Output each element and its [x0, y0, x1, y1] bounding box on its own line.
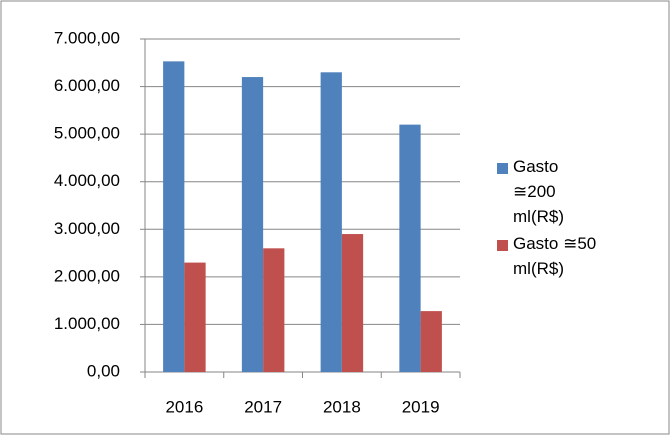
- bar: [263, 248, 285, 372]
- bar: [241, 77, 264, 373]
- y-tick-label: 3.000,00: [54, 219, 120, 238]
- legend-item: Gasto ≅200 ml(R$): [497, 157, 603, 229]
- legend-label: Gasto ≅200 ml(R$): [513, 157, 564, 226]
- bar: [341, 234, 364, 372]
- y-tick-label: 1.000,00: [54, 314, 120, 333]
- legend-item: Gasto ≅50 ml(R$): [497, 234, 603, 281]
- bar: [184, 262, 206, 372]
- bar: [163, 61, 185, 372]
- legend-swatch: [497, 240, 508, 251]
- bar: [320, 72, 342, 373]
- x-tick-label: 2016: [165, 397, 203, 416]
- y-tick-label: 5.000,00: [54, 124, 120, 143]
- x-tick-label: 2019: [402, 397, 440, 416]
- legend-swatch: [497, 163, 508, 174]
- y-tick-label: 7.000,00: [54, 28, 120, 47]
- bar: [399, 124, 421, 372]
- y-tick-label: 2.000,00: [54, 266, 120, 285]
- x-tick-label: 2017: [244, 397, 282, 416]
- bar: [420, 311, 442, 372]
- legend-label: Gasto ≅50 ml(R$): [513, 234, 597, 278]
- y-tick-label: 0,00: [87, 361, 120, 380]
- x-tick-label: 2018: [323, 397, 361, 416]
- y-tick-label: 4.000,00: [54, 171, 120, 190]
- y-tick-label: 6.000,00: [54, 76, 120, 95]
